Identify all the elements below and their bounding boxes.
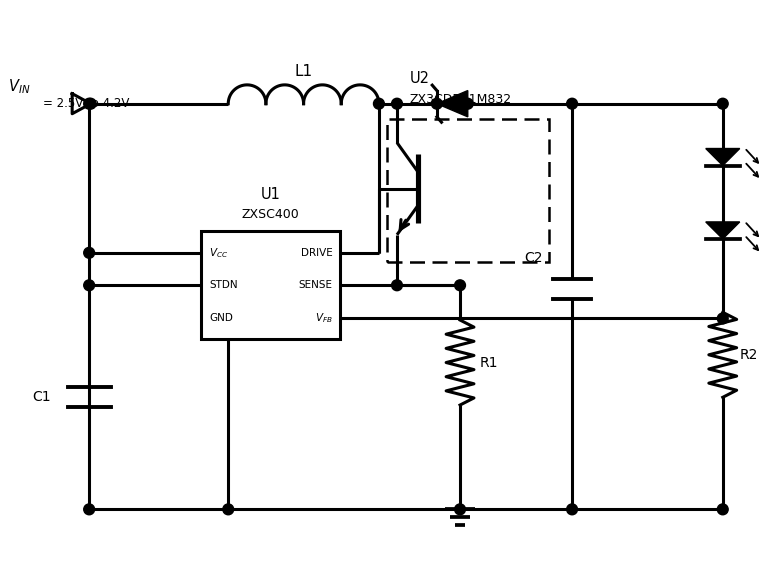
Circle shape [84,98,95,109]
Text: U1: U1 [261,186,280,202]
Circle shape [391,98,402,109]
Text: STDN: STDN [209,280,237,290]
Polygon shape [706,148,740,165]
Text: R2: R2 [740,348,758,362]
Text: $V_{FB}$: $V_{FB}$ [315,312,333,325]
Circle shape [717,504,728,515]
Circle shape [455,280,465,291]
Text: C2: C2 [524,251,543,265]
Circle shape [462,98,473,109]
Circle shape [717,313,728,324]
Text: $V_{CC}$: $V_{CC}$ [209,246,228,260]
Text: DRIVE: DRIVE [301,248,333,258]
Text: R1: R1 [480,356,497,370]
Circle shape [373,98,384,109]
Text: L1: L1 [294,64,312,79]
Text: $V_{IN}$: $V_{IN}$ [8,77,30,96]
Circle shape [84,247,95,258]
Circle shape [84,504,95,515]
Circle shape [223,504,234,515]
Circle shape [567,504,577,515]
Circle shape [391,280,402,291]
Circle shape [567,98,577,109]
Polygon shape [437,91,468,117]
Polygon shape [706,222,740,239]
Circle shape [455,504,465,515]
Circle shape [431,98,442,109]
Text: C1: C1 [32,390,51,404]
Circle shape [85,98,96,109]
Bar [201,231,341,339]
Text: U2: U2 [410,71,430,87]
Text: ZXSC400: ZXSC400 [242,207,300,221]
Text: GND: GND [209,314,233,323]
Text: SENSE: SENSE [298,280,333,290]
Circle shape [717,98,728,109]
Text: ZX3CDBS1M832: ZX3CDBS1M832 [410,93,512,106]
Circle shape [84,280,95,291]
Bar [387,119,549,262]
Text: = 2.5V to 4.2V: = 2.5V to 4.2V [43,97,129,110]
